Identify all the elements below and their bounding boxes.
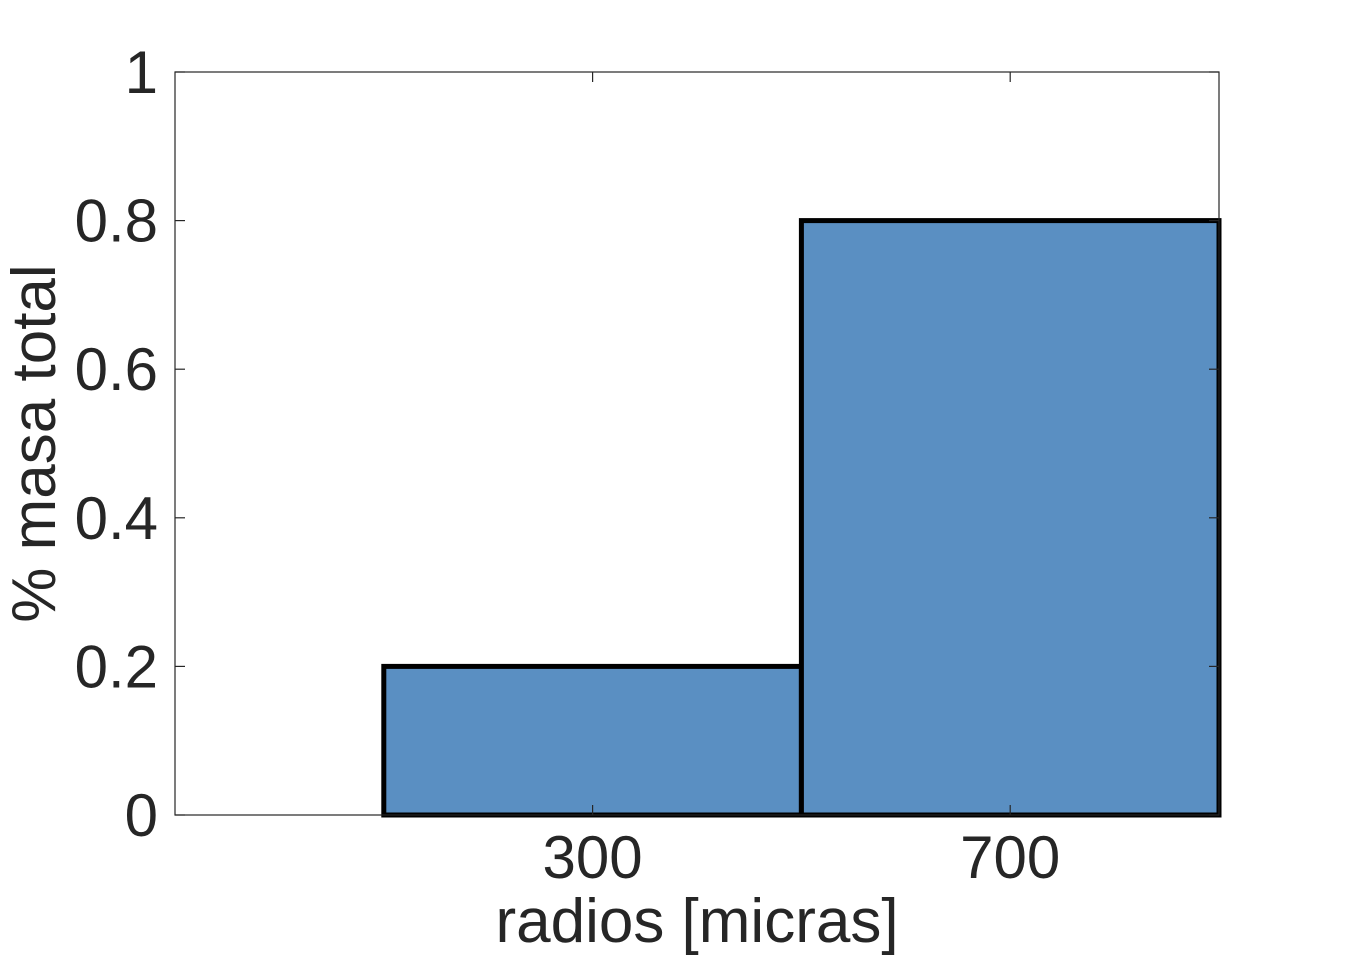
y-axis-title: % masa total bbox=[0, 264, 69, 622]
y-tick-label-0.8: 0.8 bbox=[75, 188, 158, 255]
axes-box bbox=[174, 71, 1220, 816]
x-axis-title: radios [micras] bbox=[495, 887, 898, 956]
tick-labels-layer: 300 700 0 0.2 0.4 0.6 0.8 1 bbox=[75, 39, 1061, 891]
bar-700 bbox=[798, 218, 1222, 818]
bars-layer bbox=[381, 218, 1222, 818]
x-tick-label-700: 700 bbox=[960, 824, 1060, 891]
ticks-layer bbox=[175, 71, 1219, 816]
y-tick-label-1: 1 bbox=[125, 39, 158, 106]
y-tick-label-0: 0 bbox=[125, 782, 158, 849]
y-tick-label-0.4: 0.4 bbox=[75, 485, 158, 552]
x-tick-label-300: 300 bbox=[543, 824, 643, 891]
y-tick-label-0.6: 0.6 bbox=[75, 336, 158, 403]
y-tick-label-0.2: 0.2 bbox=[75, 633, 158, 700]
bar-300 bbox=[381, 663, 804, 818]
